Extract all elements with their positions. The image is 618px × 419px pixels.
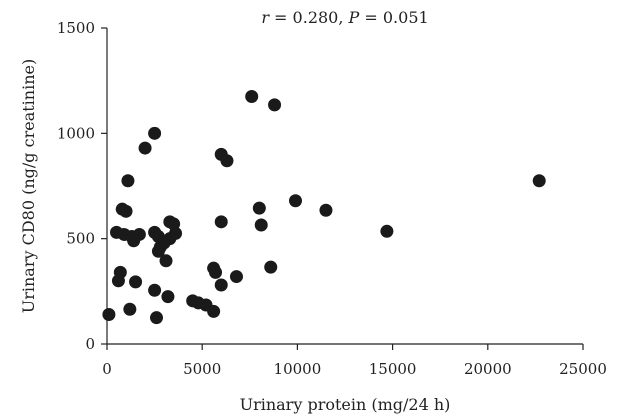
data-point [111, 274, 125, 288]
data-point [220, 154, 234, 168]
p-value: = 0.051 [359, 8, 428, 27]
data-point [102, 308, 116, 322]
plot-area: 0 500 1000 1500 0 5000 10000 15000 20000 25000 [57, 19, 607, 378]
data-point [229, 270, 243, 284]
y-ticks: 0 500 1000 1500 [57, 19, 107, 353]
x-tick-label: 10000 [274, 360, 322, 378]
data-point [245, 89, 259, 103]
correlation-annotation: r = 0.280, P = 0.051 [261, 8, 428, 27]
data-point [207, 304, 221, 318]
p-symbol: P [348, 8, 360, 27]
data-point [148, 126, 162, 140]
data-point [252, 201, 266, 215]
x-tick-label: 5000 [183, 360, 221, 378]
data-point [138, 141, 152, 155]
y-tick-label: 500 [66, 230, 95, 248]
data-points [102, 89, 546, 325]
data-point [119, 204, 133, 218]
data-point [209, 265, 223, 279]
data-point [380, 224, 394, 238]
data-point [148, 283, 162, 297]
data-point [532, 174, 546, 188]
y-tick-label: 1500 [57, 19, 95, 37]
y-tick-label: 1000 [57, 124, 95, 142]
data-point [150, 311, 164, 325]
data-point [254, 218, 268, 232]
data-point [288, 194, 302, 208]
data-point [214, 278, 228, 292]
y-tick-label: 0 [85, 335, 95, 353]
data-point [123, 302, 137, 316]
x-tick-label: 20000 [464, 360, 512, 378]
y-axis-title: Urinary CD80 (ng/g creatinine) [19, 59, 38, 314]
x-tick-label: 0 [102, 360, 112, 378]
r-value: = 0.280, [269, 8, 349, 27]
data-point [169, 226, 183, 240]
data-point [161, 290, 175, 304]
r-symbol: r [261, 8, 270, 27]
x-ticks: 0 5000 10000 15000 20000 25000 [102, 344, 607, 378]
data-point [268, 98, 282, 112]
x-tick-label: 15000 [369, 360, 417, 378]
data-point [319, 203, 333, 217]
data-point [132, 227, 146, 241]
x-tick-label: 25000 [559, 360, 607, 378]
x-axis-title: Urinary protein (mg/24 h) [240, 395, 451, 414]
data-point [264, 260, 278, 274]
data-point [129, 275, 143, 289]
data-point [214, 215, 228, 229]
data-point [159, 254, 173, 268]
data-point [121, 174, 135, 188]
